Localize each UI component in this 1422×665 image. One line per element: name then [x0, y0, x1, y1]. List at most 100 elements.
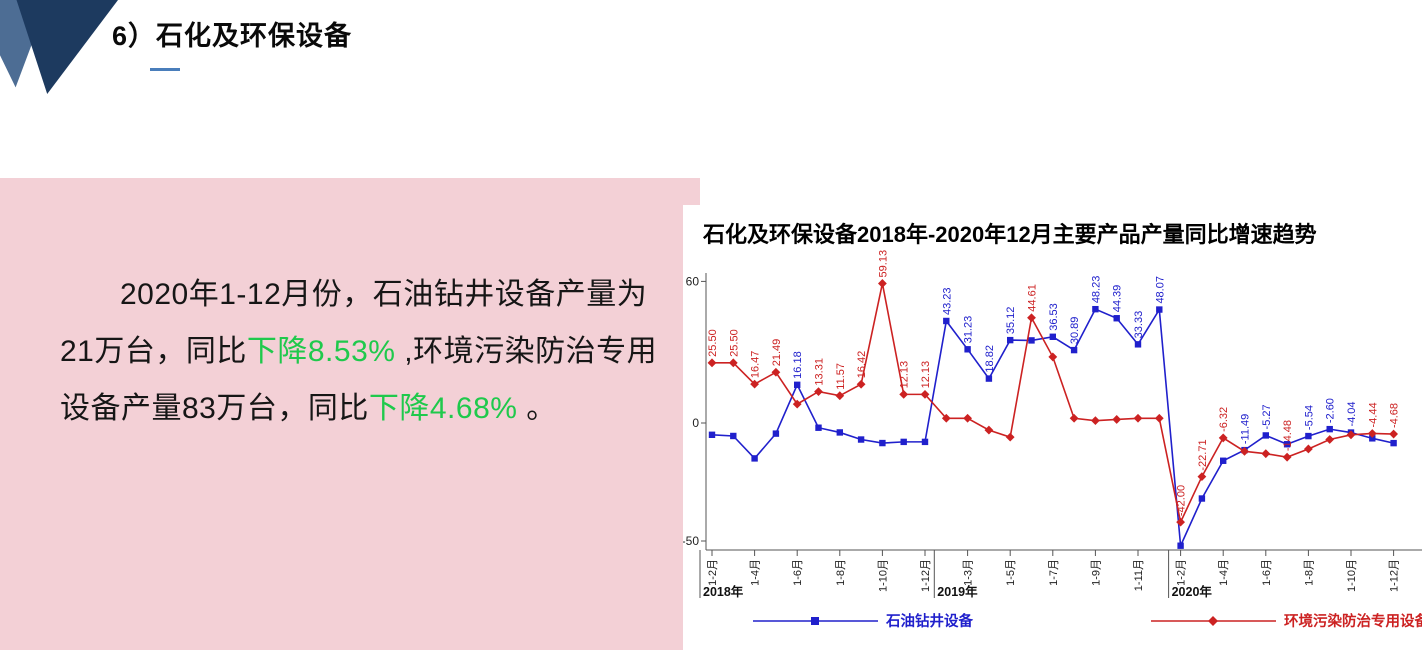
data-point-diamond: [1027, 313, 1036, 323]
data-point-diamond: [1282, 452, 1292, 462]
data-label: 48.23: [1090, 276, 1102, 304]
x-tick-label: 1-7月: [1048, 559, 1060, 586]
data-point-diamond: [750, 379, 759, 389]
data-point-diamond: [1346, 430, 1356, 440]
x-tick-label: 1-6月: [792, 559, 804, 586]
data-label: 25.50: [728, 329, 740, 357]
data-point-square: [1220, 457, 1227, 464]
data-point-square: [1028, 337, 1035, 344]
chart-panel: 60 0 -50 1-2月 1-4月 1-6月 1-8月 1-10月 1-12月 1-3月 1-5月…: [683, 205, 1422, 652]
x-tick-label: 1-11月: [1133, 559, 1145, 591]
data-point-square: [1369, 435, 1376, 442]
data-label: 30.89: [1069, 317, 1081, 345]
data-point-diamond: [728, 358, 738, 368]
data-label: 43.23: [941, 287, 953, 315]
data-point-square: [943, 317, 950, 325]
x-tick-label: 1-3月: [963, 559, 975, 586]
data-label: 18.82: [984, 345, 996, 373]
x-tick-label: 1-8月: [835, 559, 847, 586]
data-label: -4.04: [1346, 401, 1358, 426]
data-point-diamond: [984, 425, 994, 435]
chart-title: 石化及环保设备2018年-2020年12月主要产品产量同比增速趋势: [703, 222, 1317, 247]
data-point-diamond: [941, 413, 951, 423]
legend-marker-square: [811, 617, 819, 625]
data-label: -42.00: [1176, 485, 1188, 516]
data-point-diamond: [1325, 435, 1335, 444]
data-point-diamond: [878, 279, 887, 288]
x-tick-label: 1-2月: [1176, 559, 1188, 586]
data-point-square: [857, 436, 865, 443]
data-point-diamond: [1069, 413, 1079, 423]
data-label: 12.13: [899, 361, 911, 389]
data-label: 25.50: [707, 329, 719, 357]
text-segment: ,环境污染防治专用设备产量83万台，同比: [60, 335, 658, 425]
data-point-square: [1198, 495, 1206, 502]
data-label: -11.49: [1240, 414, 1252, 444]
x-tick-label: 1-10月: [877, 559, 889, 592]
data-point-diamond: [707, 358, 717, 368]
data-label: 12.13: [920, 361, 932, 389]
x-tick-label: 1-2月: [707, 559, 719, 586]
x-tick-label: 1-8月: [1303, 559, 1315, 586]
year-label: 2018年: [703, 584, 744, 599]
data-label: 36.53: [1048, 303, 1060, 331]
data-point-diamond: [920, 389, 930, 399]
data-point-diamond: [1240, 446, 1249, 456]
year-label: 2019年: [937, 584, 978, 599]
data-point-square: [708, 431, 716, 438]
data-point-square: [1113, 315, 1120, 322]
data-point-diamond: [1304, 444, 1313, 454]
data-point-square: [921, 438, 929, 446]
data-point-square: [879, 439, 886, 447]
page-title: 6）石化及环保设备: [112, 21, 353, 51]
data-label: 16.47: [750, 351, 762, 379]
y-tick-label: -50: [683, 534, 699, 548]
data-point-diamond: [1133, 413, 1143, 423]
data-label: 21.49: [771, 339, 783, 367]
data-label: 44.39: [1112, 285, 1124, 313]
data-point-square: [1070, 346, 1078, 354]
year-label: 2020年: [1172, 584, 1213, 599]
data-point-diamond: [1091, 416, 1100, 426]
highlight-text: 下降4.68%: [368, 392, 518, 425]
data-point-diamond: [963, 413, 972, 423]
data-label: 59.13: [877, 250, 889, 278]
legend-marker-diamond: [1208, 616, 1218, 626]
x-tick-label: 1-9月: [1090, 559, 1102, 586]
highlight-text: 下降8.53%: [246, 335, 396, 368]
data-point-diamond: [1389, 429, 1398, 439]
data-point-square: [836, 429, 843, 436]
data-point-diamond: [1218, 433, 1228, 443]
data-label: 31.23: [963, 316, 975, 344]
data-point-square: [772, 430, 780, 437]
data-label: -22.71: [1197, 439, 1209, 470]
data-point-square: [1049, 333, 1056, 340]
x-tick-label: 1-12月: [920, 559, 932, 592]
data-point-diamond: [1154, 413, 1164, 423]
data-point-square: [1156, 306, 1163, 313]
data-point-square: [730, 432, 737, 440]
data-label: -14.48: [1282, 420, 1294, 451]
x-tick-label: 1-4月: [1218, 559, 1230, 586]
data-point-square: [751, 455, 758, 462]
data-point-diamond: [1197, 472, 1207, 481]
line-chart: 60 0 -50 1-2月 1-4月 1-6月 1-8月 1-10月 1-12月 1-3月 1-5月…: [683, 250, 1422, 630]
data-point-diamond: [1367, 429, 1377, 438]
data-point-square: [794, 381, 801, 389]
corner-decoration: [0, 0, 140, 110]
x-tick-label: 1-5月: [1005, 559, 1017, 586]
data-label: -6.32: [1218, 407, 1230, 432]
data-point-square: [1177, 542, 1184, 549]
data-label: 44.61: [1027, 284, 1039, 312]
data-point-square: [815, 424, 822, 431]
x-tick-label: 1-12月: [1389, 559, 1401, 592]
data-label: -5.27: [1261, 404, 1273, 429]
data-label: 11.57: [835, 363, 847, 390]
x-tick-label: 1-6月: [1261, 559, 1273, 586]
data-point-diamond: [792, 399, 802, 409]
data-label: 35.12: [1005, 307, 1017, 335]
data-point-square: [985, 375, 993, 382]
data-point-square: [1390, 439, 1397, 447]
data-point-square: [964, 346, 971, 353]
